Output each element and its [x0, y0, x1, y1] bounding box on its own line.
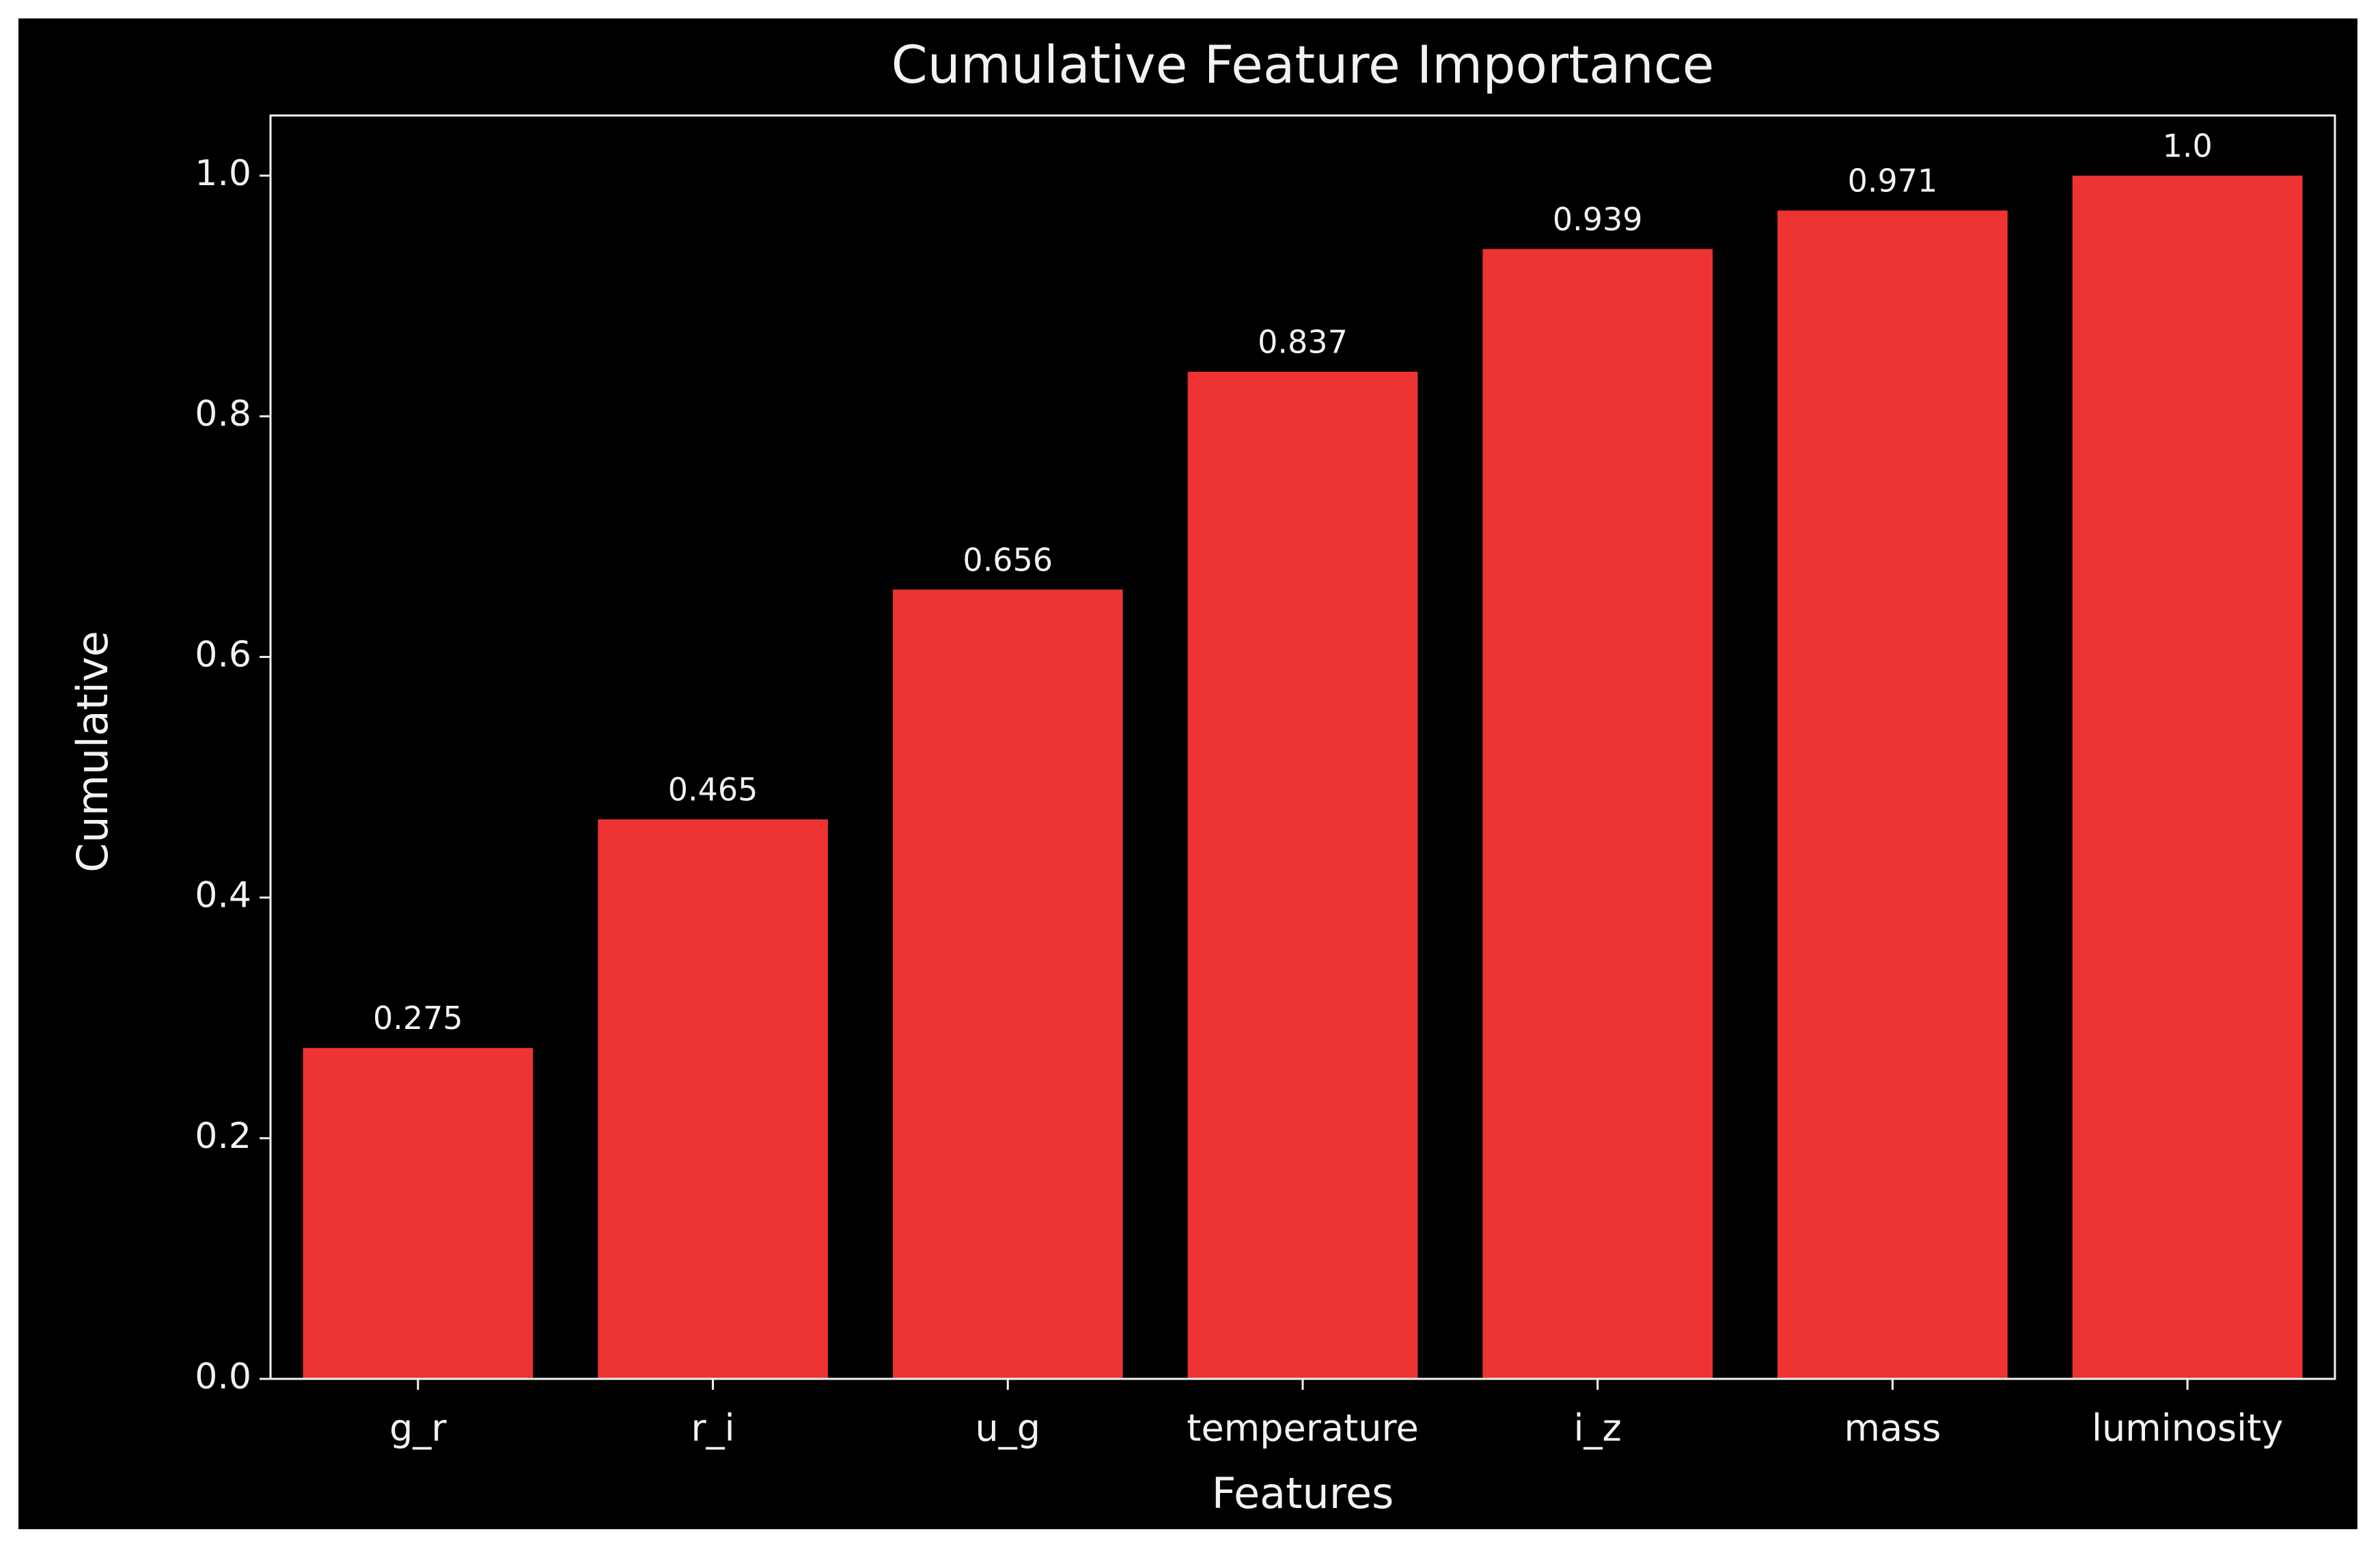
- x-tick-label: mass: [1844, 1407, 1941, 1450]
- bar: [1482, 249, 1713, 1380]
- chart-title: Cumulative Feature Importance: [891, 34, 1715, 95]
- value-label: 0.971: [1848, 163, 1938, 200]
- bar: [1187, 372, 1418, 1379]
- y-tick-label: 1.0: [195, 153, 251, 194]
- value-label: 0.465: [668, 771, 758, 808]
- value-label: 0.939: [1553, 201, 1643, 238]
- y-tick-label: 0.4: [195, 875, 251, 916]
- bar: [598, 819, 828, 1379]
- bar: [892, 589, 1123, 1380]
- x-tick-label: luminosity: [2092, 1407, 2283, 1450]
- x-tick-label: temperature: [1187, 1407, 1418, 1450]
- y-tick-label: 0.6: [195, 634, 251, 675]
- y-tick-label: 0.0: [195, 1356, 251, 1397]
- bar: [1777, 210, 2008, 1379]
- x-tick-label: g_r: [389, 1407, 447, 1450]
- value-label: 0.656: [963, 541, 1053, 578]
- value-label: 1.0: [2163, 128, 2213, 165]
- y-tick-label: 0.2: [195, 1116, 251, 1157]
- value-label: 0.275: [373, 1000, 463, 1037]
- x-tick-label: i_z: [1574, 1407, 1622, 1450]
- y-axis-label: Cumulative: [68, 631, 117, 873]
- y-tick-label: 0.8: [195, 394, 251, 435]
- x-axis-label: Features: [1212, 1468, 1394, 1518]
- x-tick-label: r_i: [691, 1407, 734, 1450]
- plot-frame: [269, 114, 2336, 1380]
- value-label: 0.837: [1258, 324, 1348, 361]
- bar: [2072, 176, 2303, 1379]
- bar: [303, 1047, 534, 1379]
- x-tick-label: u_g: [975, 1407, 1041, 1450]
